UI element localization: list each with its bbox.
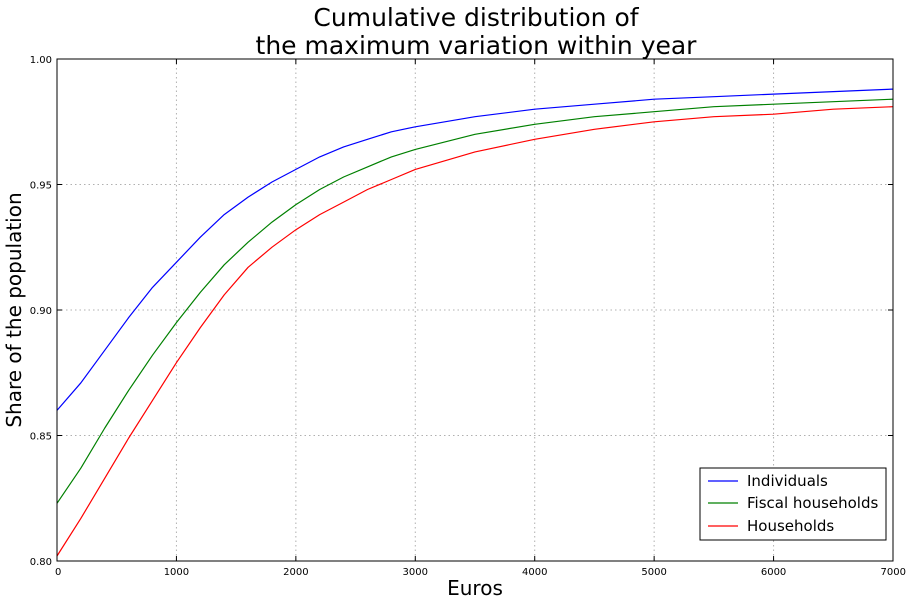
series-line-households	[56, 106, 894, 557]
series-line-individuals	[56, 88, 894, 411]
x-tick-label: 1000	[164, 567, 189, 578]
y-tick-label: 0.80	[30, 557, 52, 568]
x-tick-label: 5000	[641, 567, 666, 578]
chart-title-line-2: the maximum variation within year	[256, 31, 698, 60]
y-tick-label: 0.95	[30, 181, 52, 192]
x-tick-label: 4000	[522, 567, 547, 578]
axis-ticks: 0 1000 2000 3000 4000 5000 6000 7000 0.80 0.85 0.9…	[30, 55, 906, 578]
chart-title-line-1: Cumulative distribution of	[313, 3, 639, 32]
legend-label-individuals: Individuals	[747, 472, 828, 490]
x-tick-label: 0	[55, 567, 61, 578]
series-lines	[56, 88, 894, 557]
x-tick-label: 6000	[761, 567, 786, 578]
y-tick-label: 1.00	[30, 55, 52, 66]
legend: Individuals Fiscal households Households	[699, 467, 887, 541]
x-tick-label: 2000	[283, 567, 308, 578]
legend-label-fiscal-households: Fiscal households	[747, 494, 879, 512]
legend-label-households: Households	[747, 517, 834, 535]
series-line-fiscal-households	[56, 98, 894, 504]
x-axis-label: Euros	[447, 576, 503, 600]
x-tick-label: 3000	[403, 567, 428, 578]
legend-box	[699, 467, 887, 541]
y-axis-label: Share of the population	[2, 192, 26, 427]
y-tick-label: 0.90	[30, 306, 52, 317]
x-tick-label: 7000	[881, 567, 906, 578]
y-tick-label: 0.85	[30, 432, 52, 443]
